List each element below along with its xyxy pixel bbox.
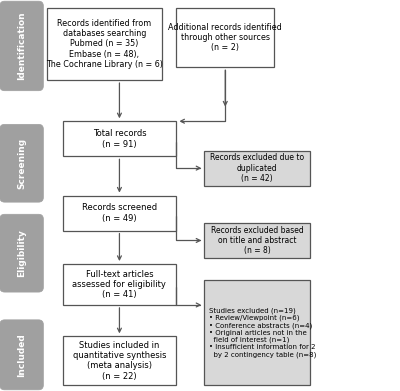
Text: Records excluded based
on title and abstract
(n = 8): Records excluded based on title and abst… — [211, 226, 304, 255]
Text: Records identified from
databases searching
Pubmed (n = 35)
Embase (n = 48),
The: Records identified from databases search… — [46, 19, 163, 69]
Text: Studies included in
quantitative synthesis
(meta analysis)
(n = 22): Studies included in quantitative synthes… — [73, 341, 166, 381]
FancyBboxPatch shape — [0, 214, 43, 292]
Text: Eligibility: Eligibility — [17, 229, 26, 277]
Text: Records excluded due to
duplicated
(n = 42): Records excluded due to duplicated (n = … — [210, 153, 304, 183]
Text: Studies excluded (n=19)
• Review/Viewpoint (n=6)
• Conference abstracts (n=4)
• : Studies excluded (n=19) • Review/Viewpoi… — [209, 307, 316, 358]
FancyBboxPatch shape — [46, 8, 162, 80]
Text: Identification: Identification — [17, 12, 26, 80]
Text: Records screened
(n = 49): Records screened (n = 49) — [82, 203, 157, 223]
FancyBboxPatch shape — [0, 1, 43, 91]
Text: Additional records identified
through other sources
(n = 2): Additional records identified through ot… — [168, 23, 282, 52]
FancyBboxPatch shape — [204, 223, 310, 258]
FancyBboxPatch shape — [0, 124, 43, 202]
Text: Full-text articles
assessed for eligibility
(n = 41): Full-text articles assessed for eligibil… — [72, 269, 166, 300]
Text: Included: Included — [17, 333, 26, 377]
Text: Screening: Screening — [17, 138, 26, 189]
FancyBboxPatch shape — [176, 8, 274, 67]
FancyBboxPatch shape — [62, 196, 176, 231]
FancyBboxPatch shape — [0, 320, 43, 390]
FancyBboxPatch shape — [62, 121, 176, 156]
FancyBboxPatch shape — [62, 264, 176, 305]
FancyBboxPatch shape — [204, 280, 310, 385]
Text: Total records
(n = 91): Total records (n = 91) — [93, 129, 146, 149]
FancyBboxPatch shape — [204, 151, 310, 186]
FancyBboxPatch shape — [62, 336, 176, 385]
